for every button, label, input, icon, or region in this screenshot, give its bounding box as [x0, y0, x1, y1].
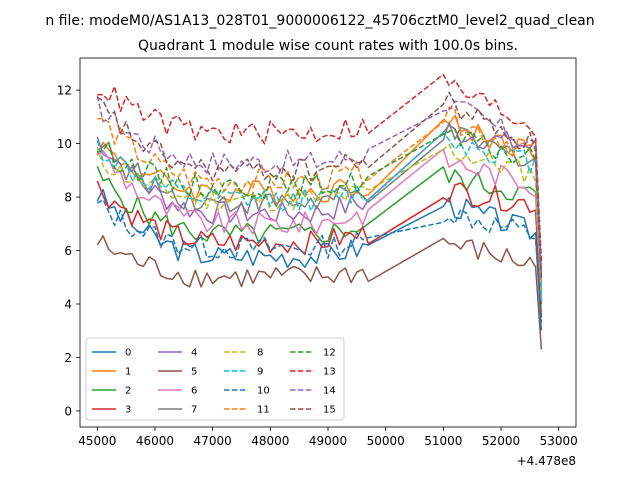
legend-label-8: 8 [257, 348, 263, 359]
x-tick-label: 45000 [78, 434, 116, 448]
legend-label-15: 15 [323, 405, 336, 416]
series-line-15 [96, 91, 543, 280]
x-tick-label: 49000 [309, 434, 347, 448]
legend-label-7: 7 [191, 405, 197, 416]
x-tick-label: 50000 [367, 434, 405, 448]
series-line-5 [96, 235, 543, 350]
y-tick-label: 12 [57, 84, 72, 98]
series-line-2 [96, 166, 543, 305]
legend-label-6: 6 [191, 386, 197, 397]
x-tick-label: 48000 [251, 434, 289, 448]
series-line-1 [96, 114, 543, 291]
y-tick-label: 10 [57, 137, 72, 151]
y-tick-label: 0 [64, 404, 72, 418]
series-line-3 [96, 180, 543, 318]
series-line-10 [96, 198, 543, 323]
series-line-7 [96, 121, 543, 291]
series-line-13 [97, 73, 543, 262]
series-line-6 [96, 148, 543, 299]
x-tick-label: 53000 [540, 434, 578, 448]
series-line-11 [97, 106, 543, 280]
legend-label-9: 9 [257, 367, 263, 378]
y-tick-label: 4 [64, 298, 72, 312]
series-line-9 [96, 131, 543, 302]
x-tick-label: 47000 [194, 434, 232, 448]
x-tick-label: 46000 [136, 434, 174, 448]
plot-area [96, 73, 543, 350]
y-tick-label: 8 [64, 191, 72, 205]
legend-label-10: 10 [257, 386, 270, 397]
legend-label-4: 4 [191, 348, 197, 359]
series-line-14 [96, 95, 543, 272]
x-axis-offset-label: +4.478e8 [517, 454, 576, 468]
y-tick-label: 2 [64, 351, 72, 365]
legend-label-1: 1 [125, 367, 131, 378]
figure-suptitle: n file: modeM0/AS1A13_028T01_9000006122_… [45, 13, 594, 29]
legend-label-13: 13 [323, 367, 336, 378]
axes: 45000 46000 47000 48000 49000 50000 51000 52000… [57, 57, 578, 448]
x-tick-label: 51000 [424, 434, 462, 448]
legend-label-14: 14 [323, 386, 336, 397]
series-line-12 [97, 128, 543, 278]
legend-label-3: 3 [125, 405, 131, 416]
legend-box [85, 337, 345, 421]
legend-label-5: 5 [191, 367, 197, 378]
chart-title: Quadrant 1 module wise count rates with … [138, 38, 518, 54]
y-tick-label: 6 [64, 244, 72, 258]
legend-label-12: 12 [323, 348, 336, 359]
legend-label-0: 0 [125, 348, 131, 359]
legend-label-2: 2 [125, 386, 131, 397]
legend-label-11: 11 [257, 405, 270, 416]
x-tick-label: 52000 [482, 434, 520, 448]
